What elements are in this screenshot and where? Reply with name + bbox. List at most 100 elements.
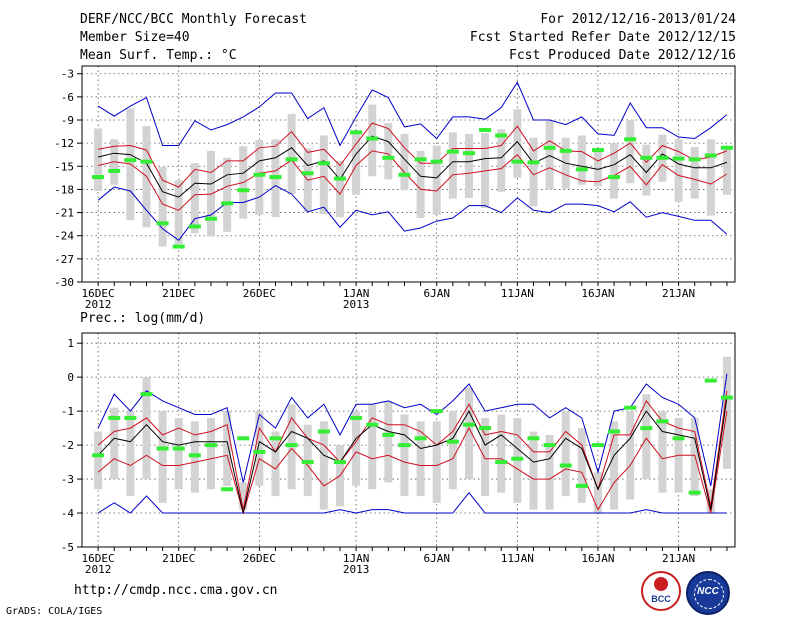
observed-marker (543, 145, 556, 150)
ensemble-bar (497, 129, 506, 192)
ensemble-bar (610, 421, 619, 510)
y-tick-label: -9 (61, 114, 74, 127)
observed-marker (188, 453, 201, 458)
ensemble-bar (577, 135, 586, 185)
ensemble-bar (706, 489, 715, 514)
ensemble-bar (319, 421, 328, 510)
observed-marker (398, 172, 411, 177)
observed-marker (350, 415, 363, 420)
x-tick-label: 21JAN (662, 287, 695, 300)
y-tick-label: -27 (54, 253, 74, 266)
x-tick-label: 11JAN (501, 287, 534, 300)
observed-marker (688, 157, 701, 162)
ensemble-bar (674, 139, 683, 202)
observed-marker (366, 136, 379, 141)
ensemble-bar (626, 120, 635, 184)
observed-marker (188, 224, 201, 229)
observed-marker (253, 449, 266, 454)
observed-marker (253, 172, 266, 177)
panel-frame (81, 65, 736, 283)
observed-marker (204, 216, 217, 221)
ensemble-bar (352, 132, 361, 195)
ncc-logo-globe-icon (694, 579, 724, 609)
ensemble-min-line (97, 491, 727, 514)
ensemble-bar (593, 472, 602, 514)
observed-marker (269, 175, 282, 180)
ensemble-bar (577, 428, 586, 503)
observed-marker (704, 153, 717, 158)
source-url[interactable]: http://cmdp.ncc.cma.gov.cn (74, 583, 278, 598)
observed-marker (414, 436, 427, 441)
observed-marker (559, 463, 572, 468)
y-tick-label: -3 (61, 473, 74, 486)
ensemble-max-line (97, 373, 728, 487)
observed-marker (624, 137, 637, 142)
mean-std-line (97, 390, 728, 510)
ensemble-bar (593, 150, 602, 187)
x-tick-label: 26DEC (243, 287, 276, 300)
x-tick-label: 2012 (85, 298, 112, 311)
variable-label: Mean Surf. Temp.: °C (80, 48, 237, 63)
ensemble-max-line (97, 81, 728, 147)
forecast-period: For 2012/12/16-2013/01/24 (540, 12, 736, 27)
observed-marker (608, 175, 621, 180)
observed-marker (511, 159, 524, 164)
x-tick-label: 21DEC (162, 287, 195, 300)
observed-marker (172, 244, 185, 249)
ensemble-bar (400, 133, 409, 191)
observed-marker (92, 175, 105, 180)
observed-marker (591, 443, 604, 448)
observed-marker (172, 446, 185, 451)
y-tick-label: -24 (54, 230, 74, 243)
observed-marker (527, 436, 540, 441)
ensemble-mean-line (97, 135, 728, 198)
observed-marker (285, 443, 298, 448)
ensemble-bar (642, 144, 651, 196)
observed-marker (704, 378, 717, 383)
ncc-logo: NCC (686, 571, 730, 615)
observed-marker (301, 460, 314, 465)
observed-marker (108, 415, 121, 420)
ensemble-bar (481, 417, 490, 497)
ensemble-bar (223, 411, 232, 486)
bcc-logo-emblem-icon (654, 577, 668, 591)
ensemble-mean-line (97, 397, 728, 514)
ensemble-bar (690, 147, 699, 199)
y-tick-label: 0 (67, 371, 74, 384)
ensemble-bar (545, 434, 554, 510)
ensemble-bar (464, 387, 473, 480)
ensemble-bar (529, 137, 538, 207)
ensemble-min-line (97, 185, 728, 241)
y-tick-label: -4 (61, 507, 75, 520)
ensemble-bar (271, 431, 280, 497)
y-tick-label: -3 (61, 68, 74, 81)
ensemble-bar (384, 400, 393, 483)
y-tick-label: -21 (54, 207, 74, 220)
y-tick-label: -12 (54, 137, 74, 150)
ensemble-bar (142, 377, 151, 480)
observed-marker (624, 405, 637, 410)
x-tick-label: 2012 (85, 563, 112, 576)
observed-marker (656, 155, 669, 160)
observed-marker (237, 188, 250, 193)
observed-marker (237, 436, 250, 441)
x-tick-label: 16DEC (82, 552, 115, 565)
bcc-logo-text: BCC (651, 594, 671, 604)
ensemble-bar (255, 140, 264, 215)
observed-marker (591, 148, 604, 153)
ensemble-bar (158, 167, 167, 247)
observed-marker (350, 130, 363, 135)
observed-marker (140, 159, 153, 164)
ensemble-bar (287, 113, 296, 195)
ensemble-bar (94, 128, 103, 191)
mean-std-line (97, 411, 728, 515)
x-tick-label: 2013 (343, 563, 370, 576)
observed-marker (221, 487, 234, 492)
observed-marker (92, 453, 105, 458)
ensemble-bar (368, 404, 377, 490)
ensemble-bar (416, 150, 425, 218)
ensemble-bar (94, 431, 103, 490)
ensemble-bar (255, 411, 264, 486)
observed-marker (559, 148, 572, 153)
